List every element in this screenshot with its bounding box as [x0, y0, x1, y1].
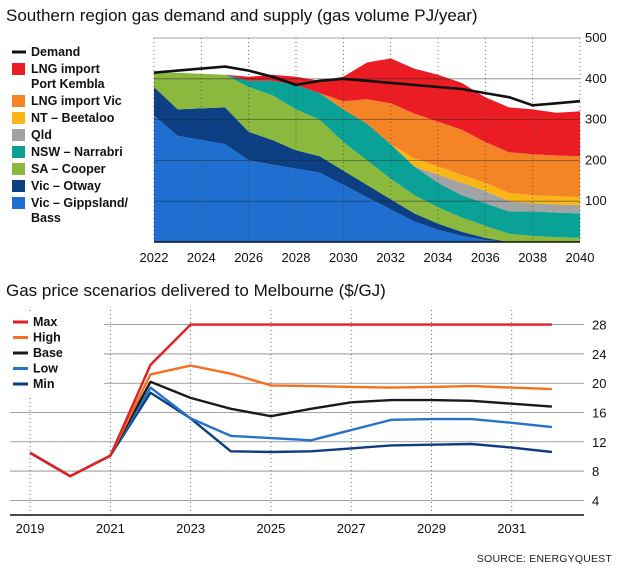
x-tick-label: 2040 [566, 250, 595, 265]
legend-swatch-nt-beetaloo [12, 112, 25, 124]
x-tick-label: 2036 [471, 250, 500, 265]
legend-swatch-vic-gippsland-bass [12, 197, 25, 209]
x-tick-label: 2023 [176, 521, 205, 536]
y-tick-label: 12 [592, 435, 606, 450]
y-tick-label: 16 [592, 406, 606, 421]
legend-label-min: Min [33, 377, 55, 391]
line-high [29, 364, 552, 478]
legend-label-high: High [33, 331, 61, 345]
x-tick-label: 2025 [256, 521, 285, 536]
legend-label-nsw-narrabri: NSW – Narrabri [31, 145, 123, 159]
y-tick-label: 20 [592, 376, 606, 391]
line-demand [153, 65, 581, 107]
legend-label-qld: Qld [31, 128, 52, 142]
y-tick-label: 200 [585, 152, 607, 167]
y-tick-label: 100 [585, 193, 607, 208]
x-tick-label: 2030 [329, 250, 358, 265]
legend-swatch-vic-otway [12, 180, 25, 192]
x-tick-label: 2034 [424, 250, 453, 265]
y-tick-label: 24 [592, 347, 606, 362]
legend-label-lng-import-vic: LNG import Vic [31, 94, 122, 108]
x-tick-label: 2032 [376, 250, 405, 265]
y-tick-label: 4 [592, 493, 599, 508]
x-tick-label: 2027 [337, 521, 366, 536]
chart-title-price: Gas price scenarios delivered to Melbour… [6, 281, 386, 300]
y-tick-label: 400 [585, 71, 607, 86]
y-tick-label: 8 [592, 464, 599, 479]
legend-label-sa-cooper: SA – Cooper [31, 162, 106, 176]
x-tick-label: 2029 [417, 521, 446, 536]
y-tick-label: 300 [585, 112, 607, 127]
area-lng-import-vic [154, 72, 580, 198]
x-tick-label: 2026 [234, 250, 263, 265]
legend-label-max: Max [33, 315, 57, 329]
x-tick-label: 2028 [282, 250, 311, 265]
area-nsw-narrabri [154, 72, 580, 238]
area-lng-import-port-kembla [154, 58, 580, 157]
y-tick-label: 28 [592, 318, 606, 333]
legend-label-base: Base [33, 346, 63, 360]
x-tick-label: 2021 [96, 521, 125, 536]
line-base [29, 380, 552, 478]
chart-title-supply: Southern region gas demand and supply (g… [6, 6, 478, 25]
y-tick-label: 500 [585, 30, 607, 45]
legend-panel [8, 314, 104, 396]
legend-label-vic-gippsland-bass: Vic – Gippsland/ [31, 196, 129, 210]
legend-swatch-sa-cooper [12, 163, 25, 175]
legend-label-lng-import-port-kembla: LNG import [31, 62, 101, 76]
x-tick-label: 2022 [140, 250, 169, 265]
legend-label-vic-otway: Vic – Otway [31, 179, 101, 193]
area-sa-cooper [154, 72, 580, 242]
legend-swatch-qld [12, 129, 25, 141]
legend-label-lng-import-port-kembla: Port Kembla [31, 77, 106, 91]
line-min [29, 391, 553, 478]
legend-label-nt-beetaloo: NT – Beetaloo [31, 111, 115, 125]
x-tick-label: 2024 [187, 250, 216, 265]
x-tick-label: 2038 [518, 250, 547, 265]
source-note: SOURCE: ENERGYQUEST [476, 553, 612, 565]
x-tick-label: 2031 [497, 521, 526, 536]
legend-swatch-lng-import-port-kembla [12, 63, 25, 75]
legend-label-demand: Demand [31, 45, 80, 59]
legend-swatch-nsw-narrabri [12, 146, 25, 158]
supply-area-chart: 100 200 300 400 500 2022 2024 2026 2028 2030 2032 2… [6, 30, 607, 265]
x-tick-label: 2019 [16, 521, 45, 536]
legend-label-low: Low [33, 362, 58, 376]
legend-label-vic-gippsland-bass: Bass [31, 211, 61, 225]
legend-panel [6, 40, 150, 240]
area-vic-gippsland-bass [154, 115, 580, 242]
line-max [29, 323, 552, 478]
legend-swatch-lng-import-vic [12, 95, 25, 107]
